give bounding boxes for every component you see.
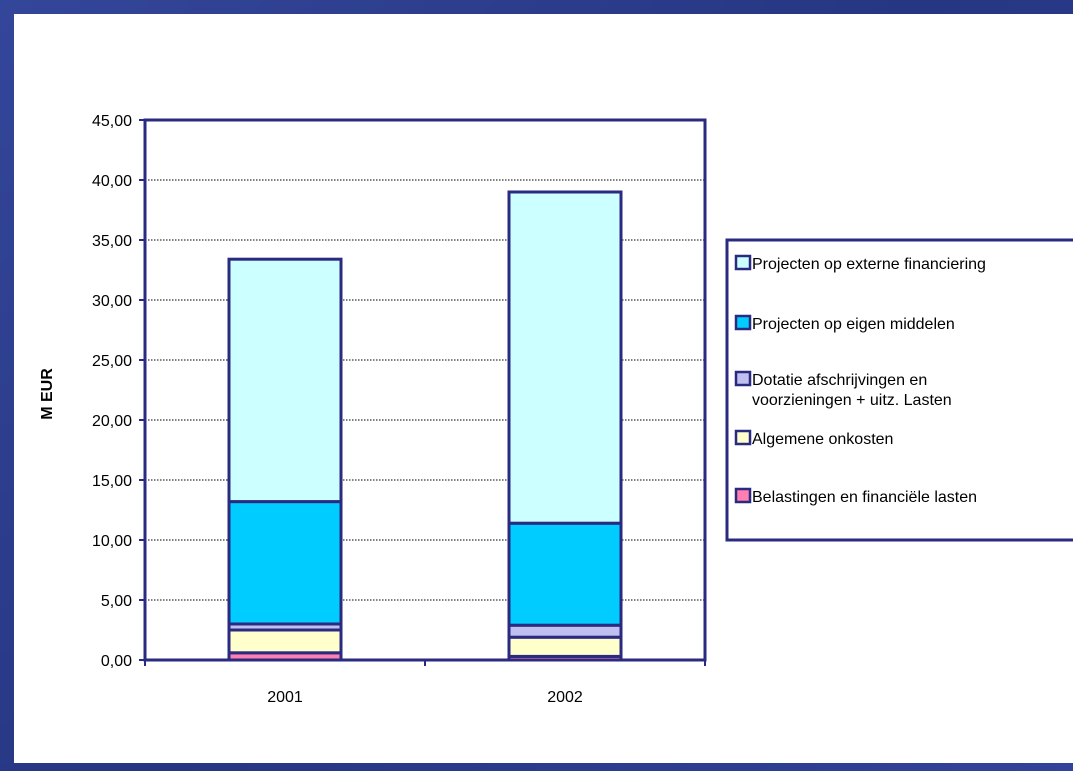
legend-box <box>725 238 1073 542</box>
y-tick-label: 40,00 <box>92 173 132 190</box>
legend-label: Belastingen en financiële lasten <box>752 489 977 506</box>
y-tick-label: 35,00 <box>92 233 132 250</box>
legend-label: voorzieningen + uitz. Lasten <box>752 392 952 409</box>
bar-segment <box>507 521 623 627</box>
bar-segment <box>227 500 343 626</box>
x-tick-label: 2002 <box>547 689 583 706</box>
legend-swatch <box>734 429 752 446</box>
bar-segment <box>507 190 623 525</box>
legend-swatch <box>734 254 752 271</box>
legend-swatch <box>734 487 752 504</box>
y-tick-label: 20,00 <box>92 413 132 430</box>
y-tick-label: 30,00 <box>92 293 132 310</box>
bar-segment <box>227 628 343 655</box>
y-tick-label: 5,00 <box>101 593 132 610</box>
legend-swatch <box>734 370 752 387</box>
bar-segment <box>507 623 623 639</box>
y-tick-label: 25,00 <box>92 353 132 370</box>
y-tick-label: 0,00 <box>101 653 132 670</box>
bar-segment <box>227 257 343 504</box>
legend-swatch <box>734 314 752 331</box>
y-axis-title: M EUR <box>39 368 56 420</box>
y-tick-label: 10,00 <box>92 533 132 550</box>
y-tick-label: 15,00 <box>92 473 132 490</box>
y-tick-label: 45,00 <box>92 113 132 130</box>
bar-segment <box>507 635 623 658</box>
legend-label: Algemene onkosten <box>752 431 893 448</box>
legend-label: Dotatie afschrijvingen en <box>752 372 927 389</box>
x-tick-label: 2001 <box>267 689 303 706</box>
legend-label: Projecten op externe financiering <box>752 256 986 273</box>
legend-label: Projecten op eigen middelen <box>752 316 955 333</box>
